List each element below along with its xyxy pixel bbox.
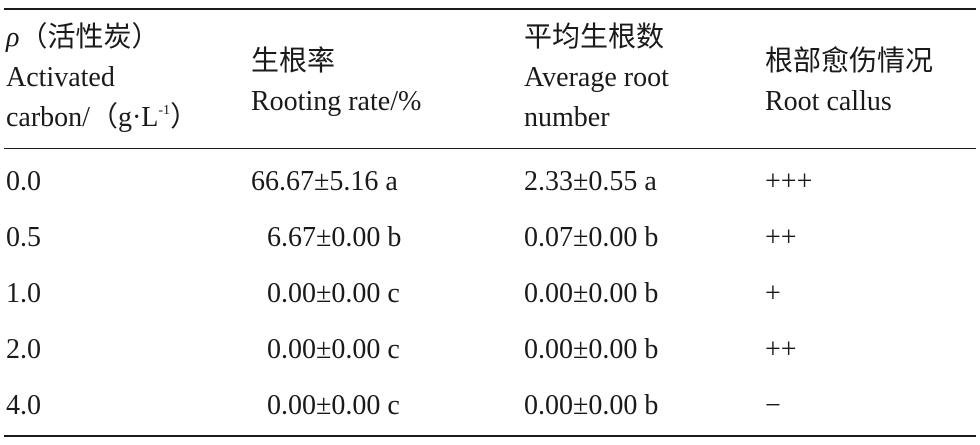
- cell-average-root-number: 0.00±0.00 b: [524, 334, 659, 365]
- cell-average-root-number: 0.00±0.00 b: [524, 390, 659, 421]
- header-avg-root-en2: number: [524, 102, 610, 133]
- header-unit-close: ）: [170, 102, 199, 133]
- cell-rooting-rate: 0.00±0.00 c: [267, 278, 400, 309]
- cell-concentration: 2.0: [6, 334, 41, 365]
- rho-symbol: ρ: [6, 22, 20, 53]
- cell-average-root-number: 2.33±0.55 a: [524, 166, 657, 197]
- cell-rooting-rate: 0.00±0.00 c: [267, 390, 400, 421]
- table-header-rule: [4, 148, 976, 149]
- cell-concentration: 0.0: [6, 166, 41, 197]
- cell-rooting-rate: 6.67±0.00 b: [267, 222, 402, 253]
- table-bottom-rule: [4, 435, 976, 437]
- header-avg-root-en1: Average root: [524, 62, 669, 93]
- header-rooting-rate: 生根率 Rooting rate/%: [251, 42, 421, 122]
- cell-concentration: 0.5: [6, 222, 41, 253]
- cell-root-callus: ++: [765, 222, 797, 253]
- header-concentration-unit: carbon/（g·L: [6, 102, 159, 133]
- cell-rooting-rate: 0.00±0.00 c: [267, 334, 400, 365]
- header-concentration-zh: （活性炭）: [19, 22, 160, 53]
- cell-root-callus: +++: [765, 166, 813, 197]
- cell-root-callus: ++: [765, 334, 797, 365]
- header-avg-root-zh: 平均生根数: [524, 22, 665, 53]
- cell-concentration: 4.0: [6, 390, 41, 421]
- header-concentration-en1: Activated: [6, 62, 115, 93]
- cell-rooting-rate: 66.67±5.16 a: [251, 166, 398, 197]
- header-root-callus-en: Root callus: [765, 86, 892, 117]
- table-top-rule: [4, 8, 976, 10]
- cell-average-root-number: 0.07±0.00 b: [524, 222, 659, 253]
- cell-average-root-number: 0.00±0.00 b: [524, 278, 659, 309]
- cell-root-callus: +: [765, 278, 781, 309]
- header-average-root-number: 平均生根数 Average root number: [524, 18, 669, 138]
- header-rooting-rate-zh: 生根率: [251, 46, 336, 77]
- header-root-callus: 根部愈伤情况 Root callus: [765, 42, 933, 122]
- header-concentration: ρ（活性炭） Activated carbon/（g·L-1）: [6, 18, 198, 138]
- header-rooting-rate-en: Rooting rate/%: [251, 86, 422, 117]
- cell-root-callus: −: [765, 390, 781, 421]
- header-unit-exponent: -1: [158, 103, 171, 118]
- cell-concentration: 1.0: [6, 278, 41, 309]
- header-root-callus-zh: 根部愈伤情况: [765, 46, 934, 77]
